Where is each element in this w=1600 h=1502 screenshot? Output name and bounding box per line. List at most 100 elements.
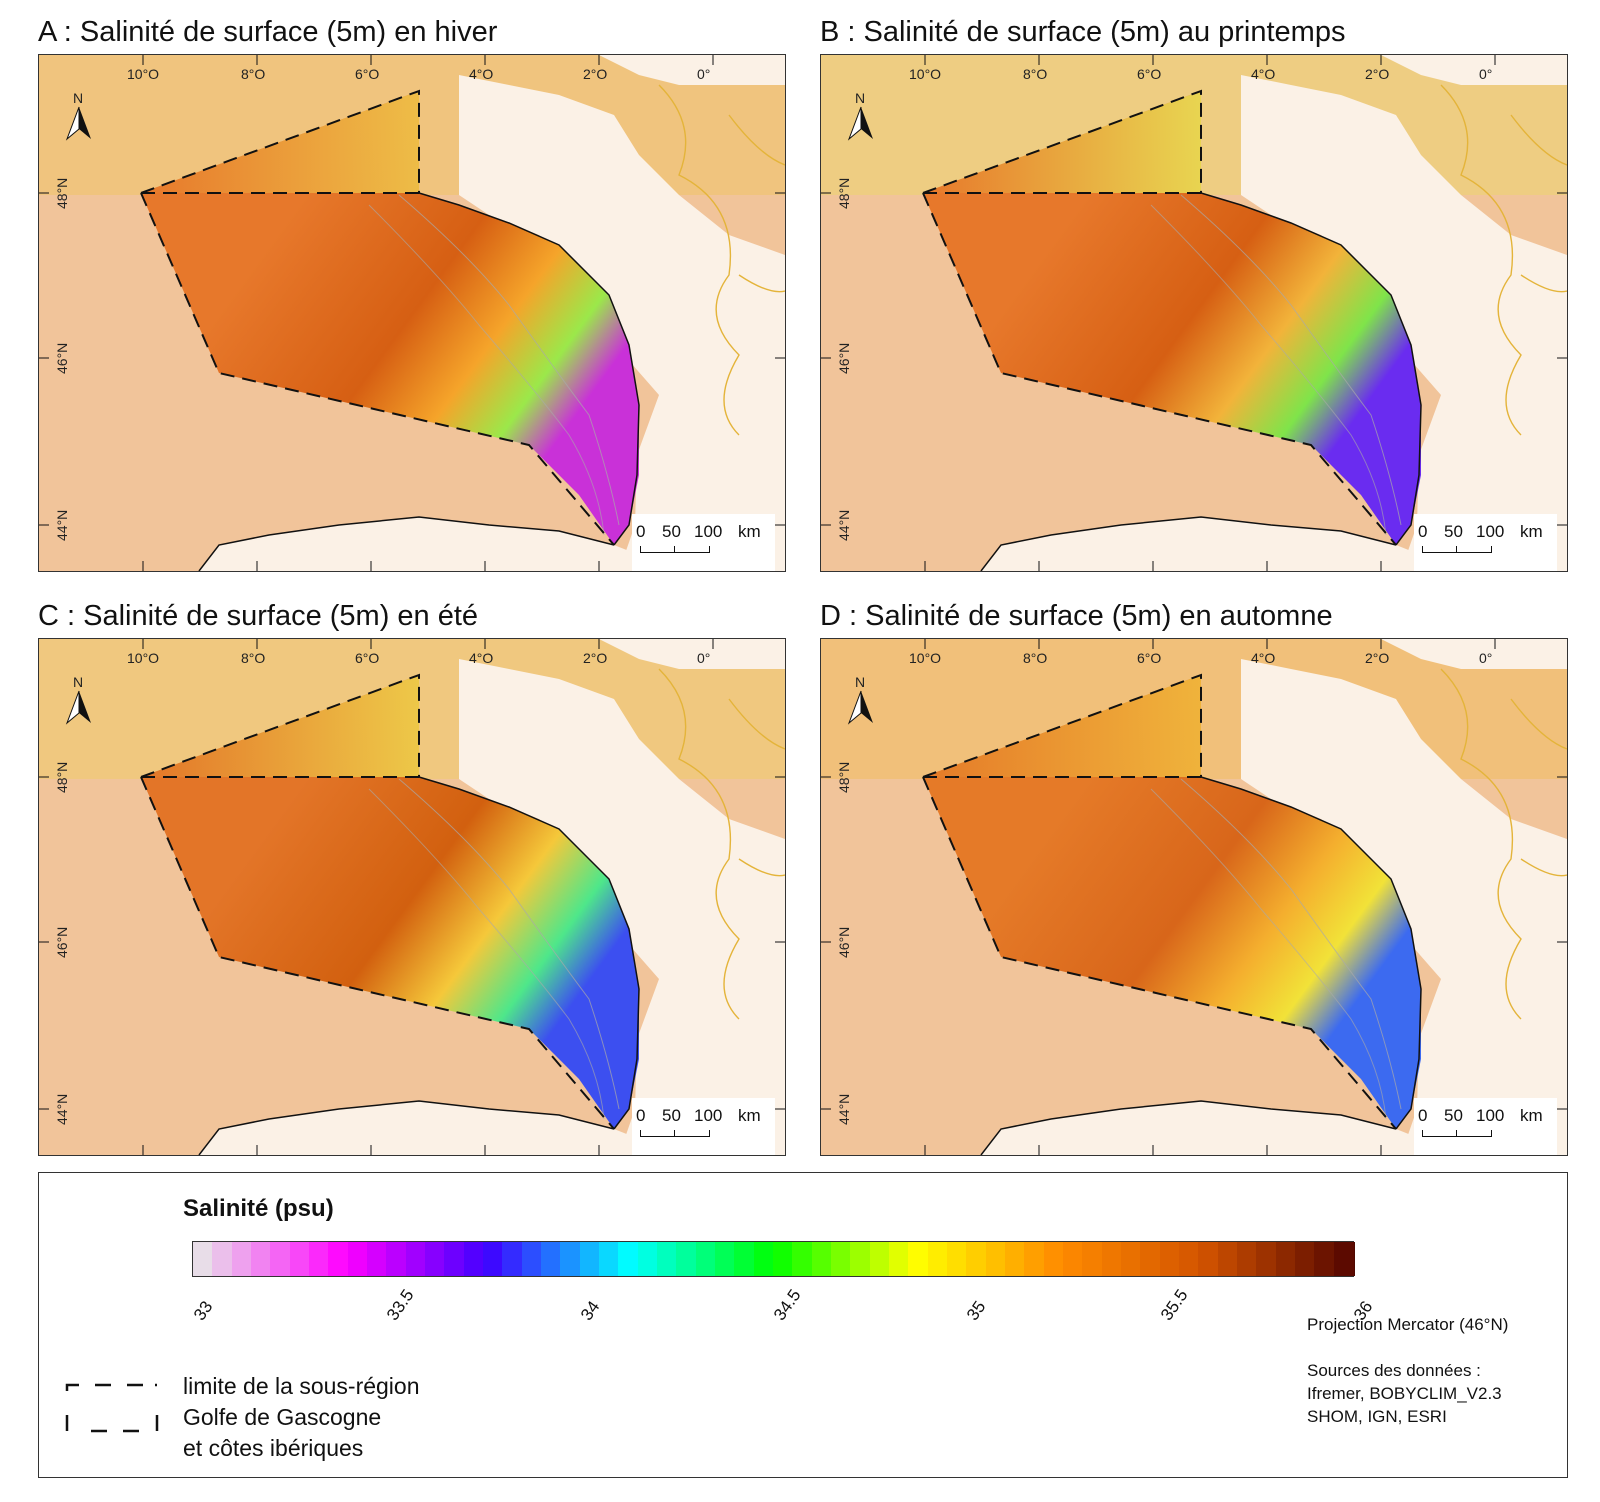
lon-tick-label: 0°	[697, 650, 710, 666]
lon-tick-label: 4°O	[469, 66, 493, 82]
colorbar-segment	[927, 1242, 949, 1276]
colorbar-segment	[773, 1242, 794, 1276]
colorbar-segment	[444, 1242, 466, 1276]
colorbar-segment	[985, 1242, 1007, 1276]
dashed-boundary-symbol	[65, 1383, 159, 1433]
colorbar-segment	[695, 1242, 717, 1276]
legend-line-2: Golfe de Gascogne	[183, 1404, 382, 1430]
salinity-colorbar	[192, 1241, 1355, 1277]
colorbar-segment	[541, 1242, 562, 1276]
lon-tick-label: 6°O	[355, 650, 379, 666]
colorbar-segment	[599, 1242, 620, 1276]
colorbar-segment	[251, 1242, 272, 1276]
colorbar-tick-label: 34.5	[770, 1285, 805, 1324]
colorbar-segment	[483, 1242, 504, 1276]
colorbar-segment	[1024, 1242, 1046, 1276]
sources-text: Sources des données : Ifremer, BOBYCLIM_…	[1307, 1359, 1502, 1428]
scale-label-100: 100	[694, 522, 723, 541]
lon-tick-label: 8°O	[241, 650, 265, 666]
colorbar-segment	[1121, 1242, 1142, 1276]
colorbar-segment	[618, 1242, 640, 1276]
lon-tick-label: 4°O	[469, 650, 493, 666]
colorbar-segment	[1101, 1242, 1123, 1276]
colorbar-segment	[270, 1242, 292, 1276]
north-label: N	[73, 674, 83, 690]
lon-tick-label: 6°O	[1137, 66, 1161, 82]
lon-tick-label: 10°O	[909, 66, 941, 82]
salinity-map-c: N 10°O 8°O 6°O 4°O 2°O 0° 48°N 46°N 44°N 0 50 1…	[38, 638, 786, 1156]
north-label: N	[855, 90, 865, 106]
lat-tick-label: 48°N	[836, 178, 852, 209]
colorbar-segment	[676, 1242, 698, 1276]
lon-tick-label: 2°O	[583, 66, 607, 82]
sources-line-1: Sources des données :	[1307, 1361, 1481, 1380]
colorbar-tick-label: 35	[963, 1297, 990, 1324]
lat-tick-label: 46°N	[54, 343, 70, 374]
colorbar-segment	[521, 1242, 543, 1276]
lat-tick-label: 44°N	[54, 510, 70, 541]
colorbar-segment	[1063, 1242, 1084, 1276]
colorbar-segment	[947, 1242, 968, 1276]
colorbar-segment	[1217, 1242, 1239, 1276]
lon-tick-label: 2°O	[1365, 650, 1389, 666]
colorbar-segment	[560, 1242, 582, 1276]
colorbar-segment	[1333, 1242, 1355, 1276]
colorbar-segment	[811, 1242, 833, 1276]
lat-tick-label: 48°N	[54, 762, 70, 793]
colorbar-segment	[347, 1242, 369, 1276]
scale-label-0: 0	[636, 522, 646, 541]
scale-label-km: km	[1520, 1106, 1543, 1125]
north-label: N	[73, 90, 83, 106]
colorbar-tick-label: 33	[190, 1297, 217, 1324]
lon-tick-label: 8°O	[241, 66, 265, 82]
panel-title-d: D : Salinité de surface (5m) en automne	[820, 600, 1333, 632]
salinity-map-d: N 10°O 8°O 6°O 4°O 2°O 0° 48°N 46°N 44°N 0 50 1…	[820, 638, 1568, 1156]
scale-bar: 0 50 100 km	[1414, 1098, 1557, 1155]
lon-tick-label: 8°O	[1023, 650, 1047, 666]
colorbar-segment	[637, 1242, 659, 1276]
north-arrow-icon: N	[847, 674, 873, 725]
lat-tick-label: 46°N	[54, 927, 70, 958]
lon-tick-label: 0°	[1479, 66, 1492, 82]
lat-tick-label: 48°N	[836, 762, 852, 793]
salinity-map-a: N 10°O 8°O 6°O 4°O 2°O 0° 48°N 46°N 44°N 0 50 1…	[38, 54, 786, 572]
scale-label-50: 50	[1444, 1106, 1463, 1125]
legend-line-1: limite de la sous-région	[183, 1373, 420, 1399]
colorbar-segment	[1140, 1242, 1162, 1276]
colorbar-segment	[1237, 1242, 1258, 1276]
colorbar-segment	[463, 1242, 485, 1276]
colorbar-tick-label: 34	[576, 1297, 604, 1324]
legend-line-3: et côtes ibériques	[183, 1435, 364, 1461]
lon-tick-label: 8°O	[1023, 66, 1047, 82]
north-arrow-icon: N	[65, 674, 91, 725]
colorbar-segment	[792, 1242, 814, 1276]
lon-tick-label: 10°O	[909, 650, 941, 666]
scale-bar: 0 50 100 km	[632, 514, 775, 571]
colorbar-segment	[1043, 1242, 1065, 1276]
scale-label-km: km	[738, 522, 761, 541]
panel-title-a: A : Salinité de surface (5m) en hiver	[38, 16, 498, 48]
colorbar-segment	[309, 1242, 330, 1276]
projection-text: Projection Mercator (46°N)	[1307, 1315, 1509, 1334]
lon-tick-label: 6°O	[355, 66, 379, 82]
colorbar-segment	[753, 1242, 775, 1276]
scale-bar: 0 50 100 km	[632, 1098, 775, 1155]
scale-label-0: 0	[636, 1106, 646, 1125]
sources-line-2: Ifremer, BOBYCLIM_V2.3	[1307, 1384, 1502, 1403]
scale-label-50: 50	[662, 522, 681, 541]
colorbar-segment	[1295, 1242, 1316, 1276]
panel-title-b: B : Salinité de surface (5m) au printemp…	[820, 16, 1346, 48]
colorbar-segment	[657, 1242, 678, 1276]
lat-tick-label: 46°N	[836, 927, 852, 958]
lat-tick-label: 48°N	[54, 178, 70, 209]
colorbar-segment	[193, 1242, 214, 1276]
colorbar-segment	[425, 1242, 446, 1276]
north-label: N	[855, 674, 865, 690]
colorbar-segment	[1275, 1242, 1297, 1276]
colorbar-tick-label: 35.5	[1156, 1285, 1192, 1324]
scale-label-0: 0	[1418, 522, 1428, 541]
lon-tick-label: 2°O	[1365, 66, 1389, 82]
colorbar-segment	[850, 1242, 872, 1276]
colorbar-segment	[405, 1242, 427, 1276]
colorbar-segment	[502, 1242, 524, 1276]
